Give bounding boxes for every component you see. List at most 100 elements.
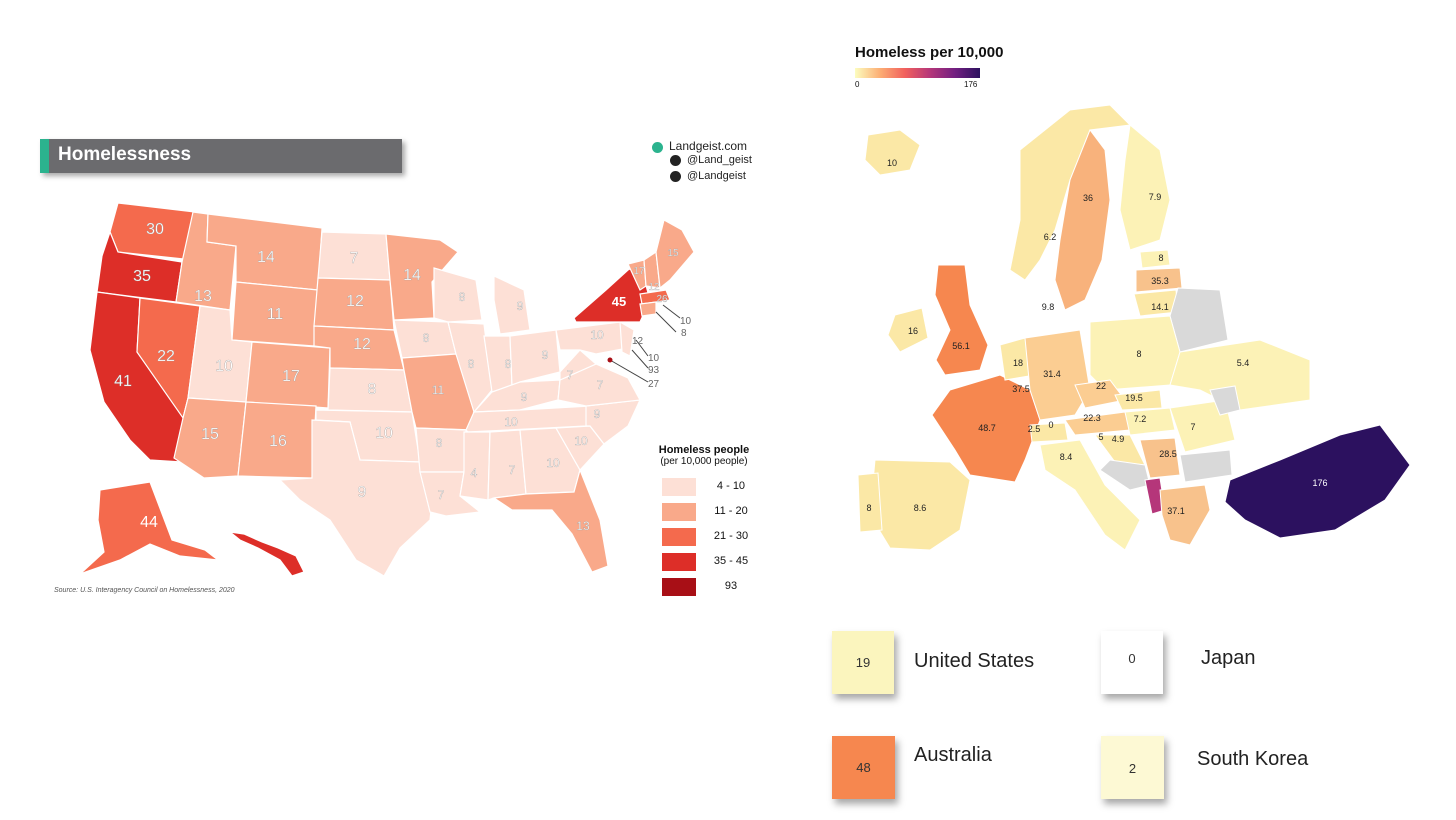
country-norway [1009, 104, 1132, 281]
label-delaware: 10 [648, 353, 660, 364]
value-card-south-korea: 2 [1101, 736, 1164, 799]
label-georgia: 10 [546, 456, 560, 470]
label-iceland: 10 [887, 158, 897, 168]
label-new-mexico: 16 [269, 433, 287, 450]
label-south-dakota: 12 [346, 293, 364, 310]
label-massachusetts: 26 [656, 294, 668, 305]
state-massachusetts [639, 289, 671, 305]
label-norway: 6.2 [1044, 232, 1057, 242]
state-alabama [487, 429, 527, 501]
dc-marker [607, 357, 613, 363]
label-dc: 27 [648, 379, 660, 390]
country-label-australia: Australia [914, 744, 992, 766]
label-nebraska: 12 [353, 336, 371, 353]
label-sweden: 36 [1083, 193, 1093, 203]
country-serbia [1139, 437, 1181, 479]
label-connecticut: 8 [681, 328, 687, 339]
country-france [931, 374, 1041, 483]
label-maryland: 93 [648, 365, 660, 376]
value-card-australia: 48 [832, 736, 895, 799]
label-slovakia: 19.5 [1125, 393, 1143, 403]
label-mississippi: 4 [471, 466, 478, 480]
label-luxembourg: 2.5 [1028, 424, 1041, 434]
label-oregon: 35 [133, 268, 151, 285]
us-map-title: Homelessness [58, 144, 192, 165]
state-michigan [493, 275, 531, 335]
europe-map-title: Homeless per 10,000 [855, 44, 1004, 61]
label-france: 48.7 [978, 423, 996, 433]
value-card-japan: 0 [1101, 631, 1163, 694]
label-germany: 31.4 [1043, 369, 1061, 379]
label-iowa: 8 [423, 331, 430, 345]
label-arkansas: 8 [436, 436, 443, 450]
label-rhode-island: 10 [680, 316, 692, 327]
label-italy: 8.4 [1060, 452, 1073, 462]
twitter-icon [670, 170, 681, 182]
state-arkansas [415, 427, 467, 473]
label-turkey: 176 [1312, 478, 1327, 488]
country-turkey [1224, 424, 1411, 539]
label-denmark: 9.8 [1042, 302, 1055, 312]
country-uk [934, 264, 989, 376]
state-new-jersey [619, 320, 635, 357]
label-missouri: 11 [432, 383, 445, 397]
label-wyoming: 11 [267, 306, 284, 323]
label-south-carolina: 10 [574, 434, 588, 448]
label-wisconsin: 8 [459, 290, 466, 304]
country-moldova [1209, 385, 1241, 416]
us-choropleth-map: 30 35 41 13 14 7 14 12 11 22 10 12 17 8 … [79, 202, 695, 577]
label-greece: 37.1 [1167, 506, 1185, 516]
label-estonia: 8 [1158, 253, 1163, 263]
label-new-york: 45 [612, 294, 626, 309]
country-greece [1159, 484, 1211, 546]
label-west-virginia: 7 [567, 368, 574, 382]
connector-line [609, 359, 649, 383]
state-minnesota [385, 233, 459, 321]
country-label-japan: Japan [1201, 647, 1256, 669]
state-texas [278, 419, 435, 577]
label-vermont: 17 [633, 266, 645, 277]
country-ukraine [1169, 339, 1311, 411]
globe-icon [652, 141, 663, 153]
label-tennessee: 10 [504, 415, 518, 429]
us-legend: Homeless people (per 10,000 people) [652, 444, 756, 467]
us-legend-subtitle: (per 10,000 people) [660, 456, 748, 467]
country-finland [1119, 124, 1171, 251]
country-sweden [1054, 128, 1111, 311]
label-ireland: 16 [908, 326, 918, 336]
state-wisconsin [433, 267, 483, 323]
label-finland: 7.9 [1149, 192, 1162, 202]
label-pennsylvania: 10 [590, 328, 604, 342]
state-florida [492, 468, 609, 573]
country-belarus [1169, 287, 1229, 353]
country-slovakia [1114, 389, 1163, 411]
value-card-united-states: 19 [832, 631, 894, 694]
scale-max-label: 176 [964, 80, 978, 89]
country-label-united-states: United States [914, 650, 1035, 672]
country-italy [1039, 439, 1141, 551]
label-nevada: 22 [157, 348, 175, 365]
state-alaska [79, 481, 221, 575]
label-poland: 8 [1136, 349, 1141, 359]
state-illinois [447, 321, 493, 414]
state-connecticut [639, 301, 657, 317]
country-poland [1089, 315, 1181, 391]
scale-min-label: 0 [855, 80, 860, 89]
state-hawaii [227, 531, 305, 577]
country-hungary [1124, 407, 1176, 436]
label-louisiana: 7 [438, 488, 445, 502]
label-new-jersey-callout: 12 [632, 336, 644, 347]
credit-instagram: @Land_geist [670, 154, 752, 166]
country-germany [1024, 329, 1091, 421]
label-maine: 15 [667, 248, 679, 259]
label-ukraine: 5.4 [1237, 358, 1250, 368]
label-croatia: 4.9 [1112, 434, 1125, 444]
us-legend-title: Homeless people [658, 444, 750, 456]
label-indiana: 8 [505, 357, 512, 371]
connector-line [662, 304, 681, 319]
label-alabama: 7 [509, 463, 516, 477]
country-label-south-korea: South Korea [1197, 748, 1309, 770]
label-hungary: 7.2 [1134, 414, 1147, 424]
state-washington [109, 202, 196, 261]
label-minnesota: 14 [403, 267, 421, 284]
